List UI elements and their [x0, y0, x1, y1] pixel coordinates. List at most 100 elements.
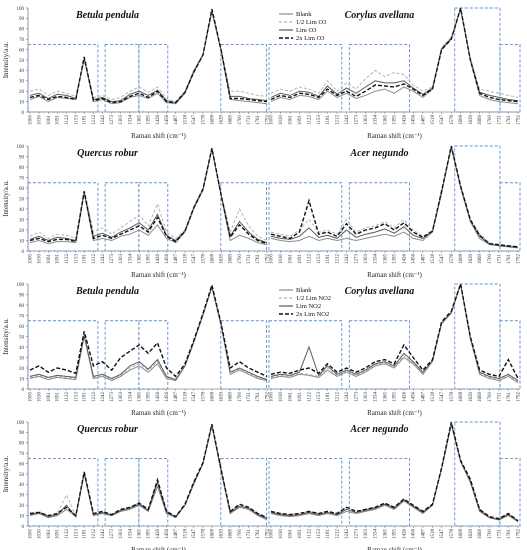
series-line-lim-o3	[29, 10, 268, 104]
x-tick-label: 1122	[65, 529, 70, 539]
x-tick-label: 1242	[101, 392, 106, 403]
x-tick-label: 1731	[247, 529, 252, 540]
x-tick-label: 1792	[266, 115, 271, 126]
x-tick-label: 1334	[374, 254, 379, 265]
x-tick-label: 1334	[128, 529, 133, 540]
panel-title: Quercus robur	[77, 148, 138, 159]
y-tick-label: 0	[22, 388, 25, 393]
x-tick-label: 1792	[266, 529, 271, 540]
x-tick-label: 1578	[450, 392, 455, 403]
x-tick-label: 1547	[440, 115, 445, 126]
y-tick-label: 60	[19, 187, 25, 192]
x-tick-label: 1273	[355, 392, 360, 403]
x-tick-label: 1578	[201, 254, 206, 265]
legend-label: Blank	[296, 287, 312, 294]
x-tick-label: 1518	[431, 529, 436, 540]
x-tick-label: 1030	[279, 115, 284, 126]
x-tick-label: 1365	[138, 115, 143, 126]
series-line-1-2-lim-no2	[270, 284, 519, 383]
x-tick-label: 1547	[440, 529, 445, 540]
x-tick-label: 1792	[266, 254, 271, 265]
x-tick-label: 1091	[56, 115, 61, 126]
x-tick-label: 1061	[47, 254, 52, 265]
highlight-region-box	[220, 182, 268, 252]
y-tick-label: 0	[22, 525, 25, 530]
x-tick-label: 1456	[165, 115, 170, 126]
x-tick-label: 1303	[364, 529, 369, 540]
series-line-blank	[29, 149, 268, 246]
legend-label: 1/2 Lim O3	[296, 19, 326, 26]
y-tick-label: 20	[19, 367, 25, 372]
panel-quercus-robur: 1000 1030 1061 1091 1122 1153 1181 1212 1242 1273…	[27, 147, 271, 279]
x-tick-label: 1030	[37, 254, 42, 265]
x-tick-label: 1487	[421, 115, 426, 126]
x-tick-label: 1395	[393, 529, 398, 540]
x-axis-title: Raman shift (cm⁻¹)	[367, 409, 422, 417]
y-tick-label: 60	[19, 48, 25, 53]
x-tick-label: 1700	[488, 254, 493, 265]
panel-title: Acer negundo	[349, 424, 408, 435]
x-tick-label: 1761	[256, 115, 261, 126]
x-tick-label: 1487	[174, 254, 179, 265]
x-tick-label: 1122	[65, 254, 70, 264]
y-tick-label: 60	[19, 462, 25, 467]
x-tick-label: 1608	[210, 254, 215, 265]
x-tick-label: 1731	[247, 115, 252, 126]
x-tick-label: 1639	[220, 254, 225, 265]
legend-label: 2x Lim NO2	[296, 311, 329, 318]
series-line-1-2-lim-no2	[29, 423, 268, 519]
x-tick-label: 1153	[74, 254, 79, 264]
x-tick-label: 1761	[507, 114, 512, 125]
y-axis-title: Intensity/a.u.	[2, 180, 10, 217]
x-tick-label: 1669	[478, 529, 483, 540]
x-tick-label: 1426	[156, 529, 161, 540]
x-tick-label: 1792	[517, 392, 522, 403]
x-tick-label: 1153	[317, 529, 322, 539]
panel-title: Corylus avellana	[345, 286, 415, 297]
x-tick-label: 1030	[279, 529, 284, 540]
series-line-1-2-lim-o3	[270, 147, 519, 248]
x-tick-label: 1731	[247, 392, 252, 403]
series-line-1-2-lim-o3	[270, 8, 519, 98]
x-tick-label: 1122	[308, 392, 313, 402]
highlight-region-box	[220, 43, 268, 113]
y-tick-label: 90	[19, 431, 25, 436]
x-tick-label: 1761	[507, 253, 512, 264]
highlight-region-box	[27, 320, 99, 390]
x-tick-label: 1608	[210, 529, 215, 540]
y-tick-label: 10	[19, 239, 25, 244]
x-tick-label: 1731	[247, 254, 252, 265]
y-tick-label: 10	[19, 100, 25, 105]
highlight-region-box	[499, 43, 521, 113]
x-tick-label: 1669	[478, 392, 483, 403]
y-tick-label: 20	[19, 504, 25, 509]
y-tick-label: 90	[19, 293, 25, 298]
x-tick-label: 1487	[421, 392, 426, 403]
x-tick-label: 1639	[469, 254, 474, 265]
series-line-2x-lim-o3	[270, 145, 519, 248]
x-tick-label: 1578	[450, 529, 455, 540]
x-tick-label: 1518	[184, 529, 189, 540]
y-tick-label: 10	[19, 514, 25, 519]
x-tick-label: 1030	[37, 392, 42, 403]
x-tick-label: 1273	[110, 529, 115, 540]
x-tick-label: 1334	[374, 115, 379, 126]
x-tick-label: 1334	[374, 529, 379, 540]
legend-label: 1/2 Lim NO2	[296, 295, 331, 302]
x-tick-label: 1030	[37, 529, 42, 540]
series-line-blank	[29, 10, 268, 105]
x-tick-label: 1365	[383, 254, 388, 265]
x-tick-label: 1030	[279, 254, 284, 265]
y-tick-label: 50	[19, 197, 25, 202]
highlight-region-box	[454, 421, 501, 527]
y-tick-label: 40	[19, 483, 25, 488]
x-tick-label: 1212	[336, 529, 341, 540]
x-tick-label: 1456	[165, 392, 170, 403]
chart-row-2: 0 10 20 30 40 50 60 70 80 90 100 Intensity/a.u. 1000…	[2, 145, 522, 279]
y-tick-label: 40	[19, 346, 25, 351]
legend-label: Lim NO2	[296, 303, 321, 310]
highlight-region-box	[348, 182, 411, 252]
x-tick-label: 1242	[101, 115, 106, 126]
x-tick-label: 1061	[47, 392, 52, 403]
x-tick-label: 1547	[192, 115, 197, 126]
